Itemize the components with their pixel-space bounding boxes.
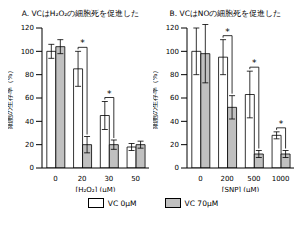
svg-text:100: 100 [166,48,179,56]
svg-text:*: * [225,27,230,37]
svg-text:*: * [107,89,112,99]
svg-text:0: 0 [53,175,57,183]
svg-text:0: 0 [198,175,202,183]
svg-text:1000: 1000 [272,175,290,183]
svg-text:*: * [80,38,85,48]
svg-text:60: 60 [25,94,34,102]
svg-text:[SNP] (μM): [SNP] (μM) [222,186,260,192]
svg-text:20: 20 [25,141,34,149]
html-text:B. VCはNOの細胞死を促進した: B. VCはNOの細胞死を促進した [169,9,282,18]
svg-text:500: 500 [247,175,260,183]
svg-text:0: 0 [30,164,34,172]
svg-text:100: 100 [21,48,34,56]
svg-text:*: * [252,58,257,68]
svg-text:[H₂O₂] (μM): [H₂O₂] (μM) [75,186,115,192]
html-text:A. VCはH₂O₂の細胞死を促進した: A. VCはH₂O₂の細胞死を促進した [21,9,140,18]
svg-text:40: 40 [25,118,34,126]
svg-text:50: 50 [131,175,140,183]
svg-text:120: 120 [21,24,34,32]
svg-text:200: 200 [220,175,233,183]
html-text:VC 0μM: VC 0μM [107,198,137,208]
html-text:VC 70μM: VC 70μM [184,198,219,208]
svg-text:20: 20 [170,141,179,149]
svg-text:80: 80 [170,71,179,79]
svg-text:細胞の生存率（%）: 細胞の生存率（%） [153,67,159,131]
svg-text:細胞の生存率（%）: 細胞の生存率（%） [8,67,14,131]
svg-text:80: 80 [25,71,34,79]
svg-text:30: 30 [104,175,113,183]
svg-text:0: 0 [175,164,179,172]
svg-text:*: * [279,119,284,129]
svg-text:60: 60 [170,94,179,102]
svg-text:120: 120 [166,24,179,32]
svg-text:20: 20 [78,175,87,183]
svg-text:40: 40 [170,118,179,126]
